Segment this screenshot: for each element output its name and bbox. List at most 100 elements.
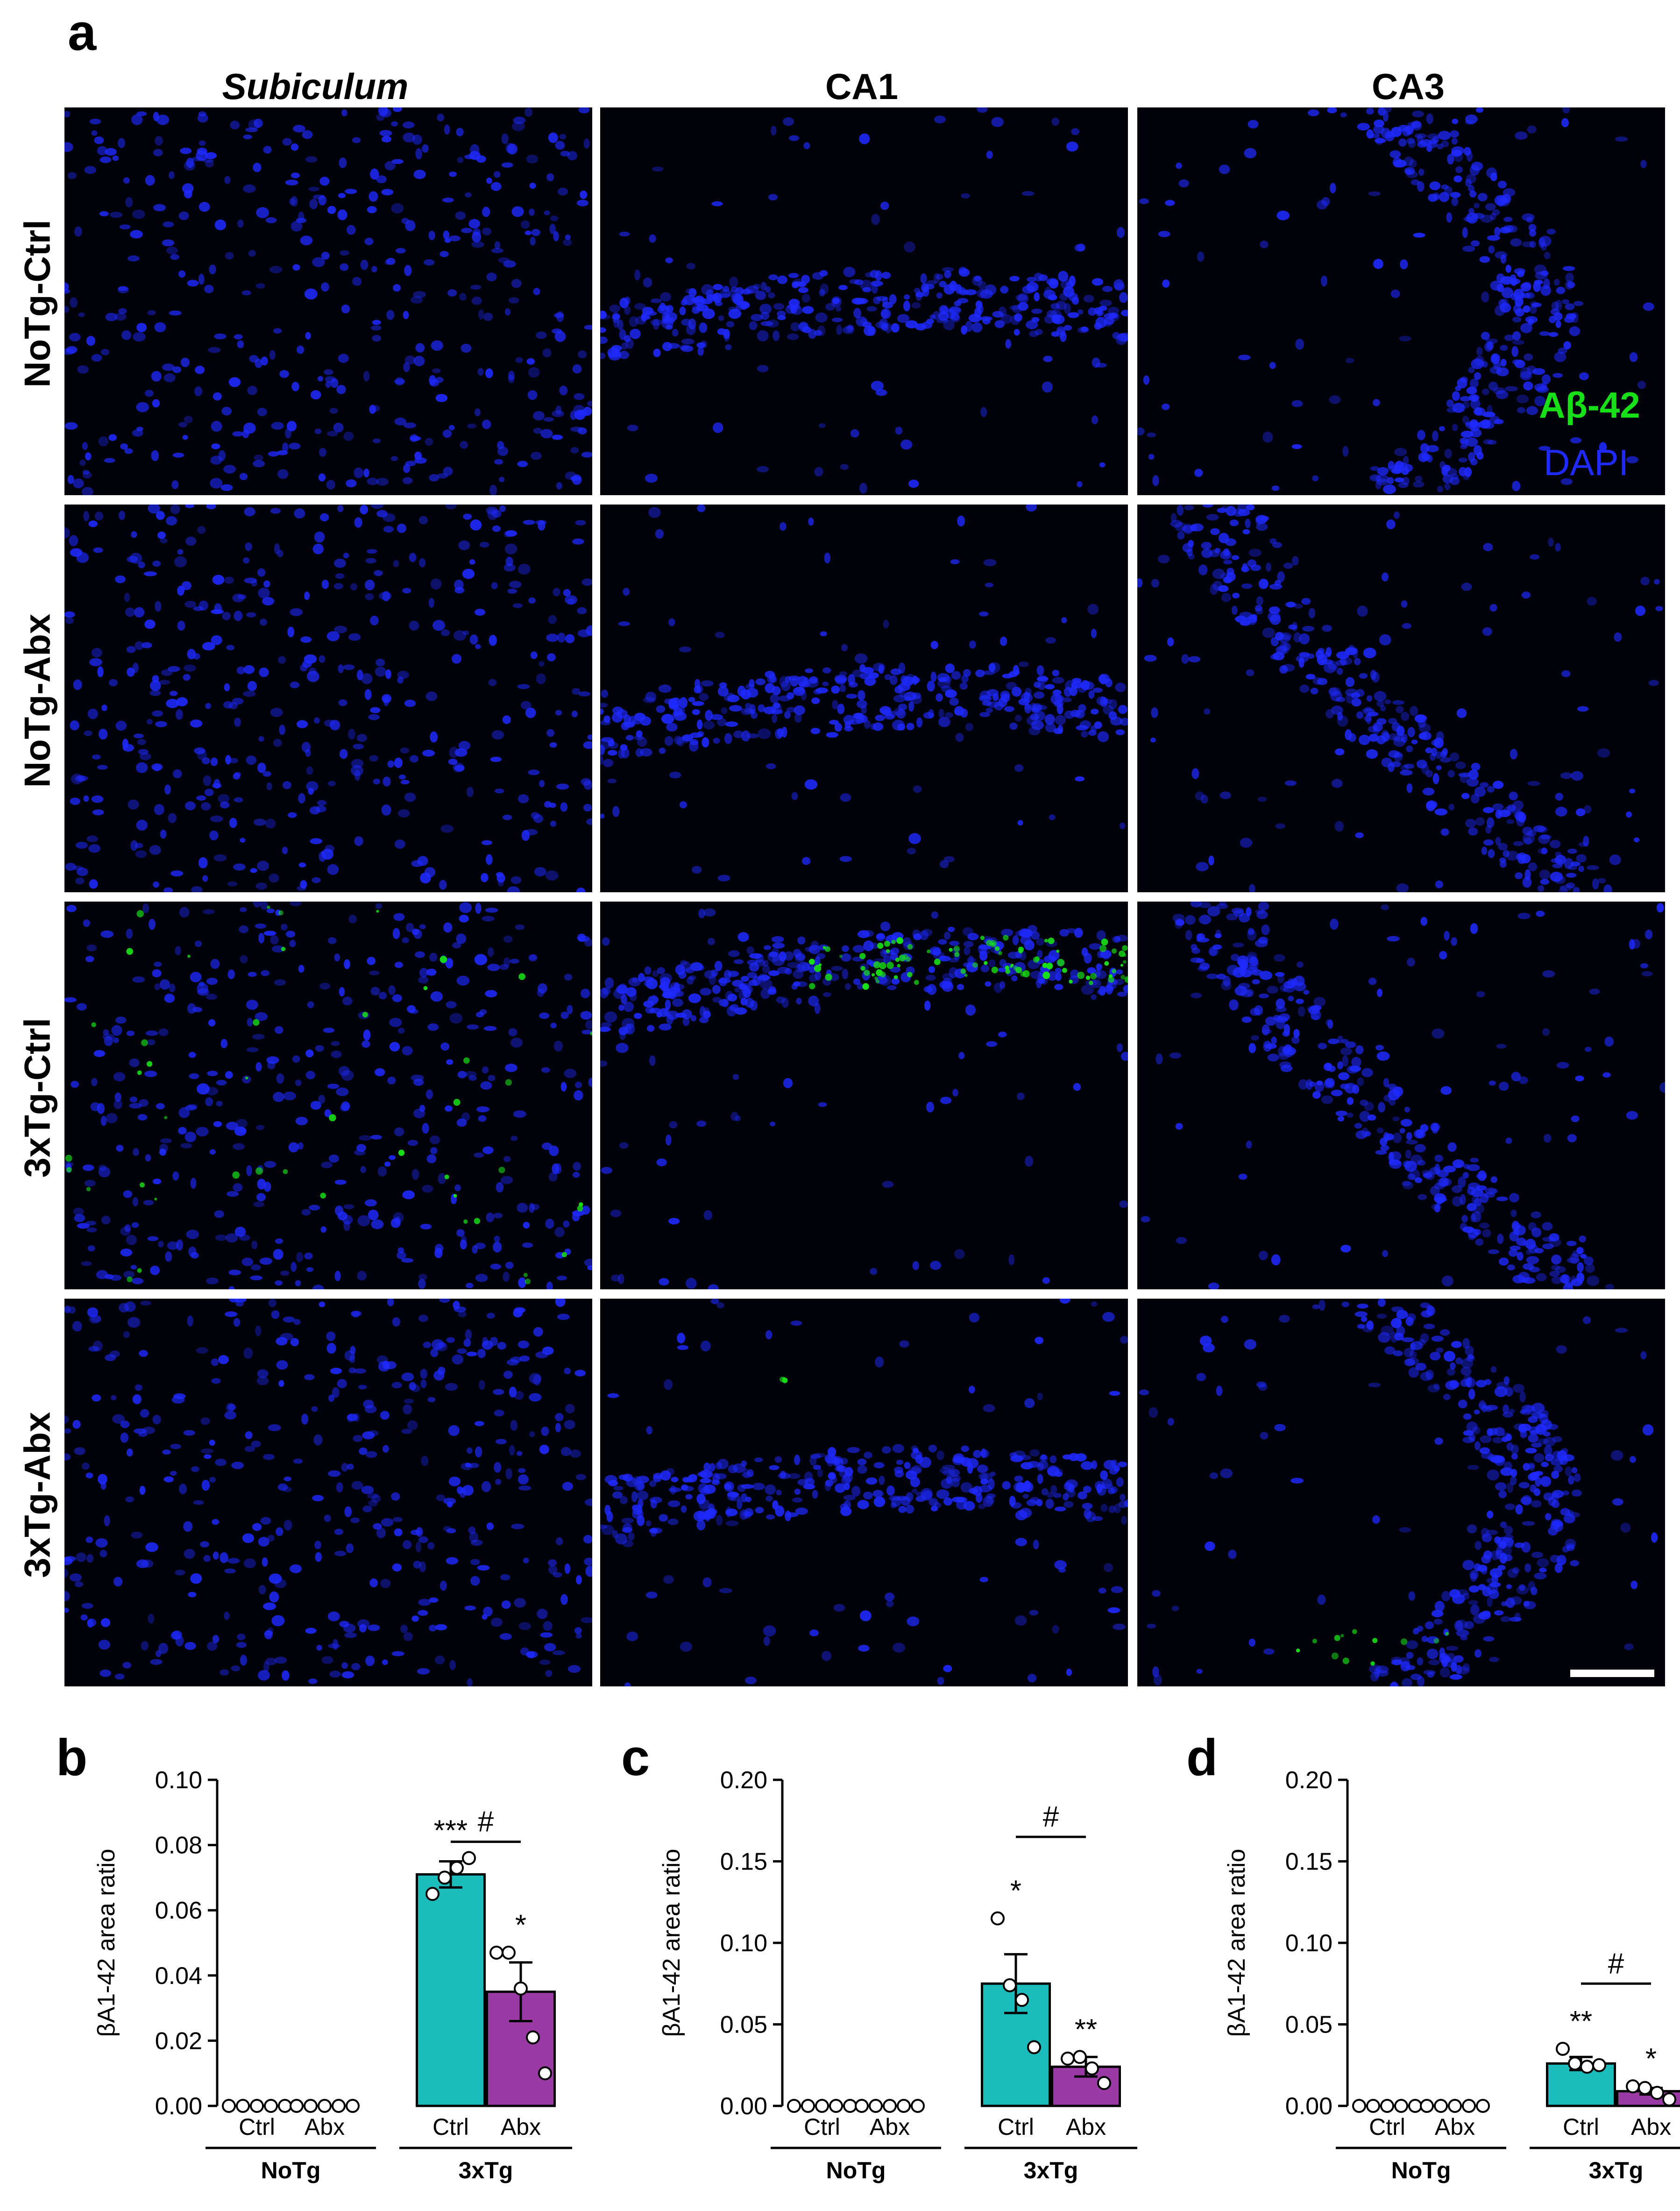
micrograph-3xtg-abx-ca3 xyxy=(1137,1299,1665,1686)
data-point xyxy=(1016,1994,1028,2006)
data-point xyxy=(515,1983,527,1995)
data-point xyxy=(898,2100,910,2112)
data-point xyxy=(305,2100,317,2112)
data-point xyxy=(1086,2062,1098,2075)
data-point xyxy=(347,2100,359,2112)
data-point xyxy=(1028,2041,1040,2053)
data-point xyxy=(1627,2080,1639,2092)
data-point xyxy=(463,1852,475,1864)
x-category-label: Ctrl xyxy=(1369,2114,1405,2140)
y-tick-label: 0.15 xyxy=(1285,1848,1333,1876)
y-tick-label: 0.05 xyxy=(1285,2012,1333,2039)
data-point xyxy=(1581,2061,1593,2073)
y-tick-label: 0.10 xyxy=(1285,1930,1333,1957)
data-point xyxy=(1639,2082,1651,2094)
x-category-label: Abx xyxy=(1435,2114,1475,2140)
data-point xyxy=(788,2100,800,2112)
data-point xyxy=(816,2100,828,2112)
x-category-label: Abx xyxy=(501,2114,541,2140)
data-point xyxy=(1381,2100,1393,2112)
y-tick-label: 0.20 xyxy=(1285,1767,1333,1794)
data-point xyxy=(291,2100,303,2112)
data-point xyxy=(1353,2100,1365,2112)
bar-ctrl-3xtg xyxy=(417,1874,485,2106)
y-tick-label: 0.00 xyxy=(1285,2093,1333,2120)
micrograph-3xtg-ctrl-subiculum xyxy=(64,902,592,1289)
micrograph-3xtg-ctrl-ca1 xyxy=(600,902,1128,1289)
data-point xyxy=(1435,2100,1447,2112)
data-point xyxy=(1651,2087,1663,2099)
x-category-label: Ctrl xyxy=(804,2114,840,2140)
data-point xyxy=(1074,2051,1086,2063)
data-point xyxy=(1098,2077,1110,2089)
chart-b: b βA1-42 area ratio 0.00 0.02 0.04 0.06 0.08 0.… xyxy=(0,1728,551,2209)
x-category-label: Abx xyxy=(870,2114,910,2140)
bracket-label: # xyxy=(1608,1948,1624,1980)
data-point xyxy=(884,2100,896,2112)
data-point xyxy=(426,1888,439,1900)
data-point xyxy=(1463,2100,1475,2112)
x-category-label: Ctrl xyxy=(432,2114,469,2140)
micrograph-notg-ctrl-ca3 xyxy=(1137,107,1665,495)
scale-bar xyxy=(1570,1670,1654,1677)
y-tick-label: 0.10 xyxy=(720,1930,767,1957)
data-point xyxy=(265,2100,277,2112)
data-point xyxy=(802,2100,814,2112)
micrograph-notg-ctrl-subiculum xyxy=(64,107,592,495)
micrograph-3xtg-ctrl-ca3 xyxy=(1137,902,1665,1289)
bracket-label: # xyxy=(1043,1801,1059,1833)
x-category-label: Abx xyxy=(1066,2114,1106,2140)
data-point xyxy=(1004,1979,1016,1991)
panel-a-letter: a xyxy=(68,7,96,58)
y-tick-label: 0.08 xyxy=(155,1832,202,1859)
significance-marker: * xyxy=(1645,2043,1657,2075)
y-tick-label: 0.06 xyxy=(155,1897,202,1924)
data-point xyxy=(856,2100,868,2112)
significance-marker: ** xyxy=(1075,2013,1097,2046)
micrograph-notg-ctrl-ca1 xyxy=(600,107,1128,495)
data-point xyxy=(279,2100,291,2112)
data-point xyxy=(1421,2100,1433,2112)
data-point xyxy=(830,2100,842,2112)
x-category-label: Abx xyxy=(1631,2114,1671,2140)
y-axis-label: βA1-42 area ratio xyxy=(658,1849,685,2037)
y-tick-label: 0.10 xyxy=(155,1767,202,1794)
y-tick-label: 0.05 xyxy=(720,2012,767,2039)
data-point xyxy=(223,2100,235,2112)
data-point xyxy=(1557,2043,1569,2055)
y-tick-label: 0.04 xyxy=(155,1962,202,1990)
micrograph-notg-abx-ca3 xyxy=(1137,505,1665,892)
data-point xyxy=(490,1947,503,1959)
data-point xyxy=(1367,2100,1379,2112)
panel-letter-b: b xyxy=(56,1729,87,1786)
micrograph-notg-abx-ca1 xyxy=(600,505,1128,892)
y-axis-label: βA1-42 area ratio xyxy=(1223,1849,1250,2037)
data-point xyxy=(912,2100,924,2112)
column-title-ca1: CA1 xyxy=(598,65,1126,108)
data-point xyxy=(451,1862,463,1874)
y-tick-label: 0.00 xyxy=(155,2093,202,2120)
legend-abeta42: Aβ-42 xyxy=(1539,384,1640,427)
data-point xyxy=(237,2100,249,2112)
data-point xyxy=(870,2100,882,2112)
group-label-3xtg: 3xTg xyxy=(1024,2157,1078,2183)
y-tick-label: 0.02 xyxy=(155,2027,202,2055)
y-axis-label: βA1-42 area ratio xyxy=(93,1849,120,2037)
data-point xyxy=(539,2067,551,2079)
micrograph-notg-abx-subiculum xyxy=(64,505,592,892)
micrograph-3xtg-abx-subiculum xyxy=(64,1299,592,1686)
x-category-label: Abx xyxy=(305,2114,345,2140)
group-label-notg: NoTg xyxy=(261,2157,321,2183)
data-point xyxy=(1395,2100,1407,2112)
x-category-label: Ctrl xyxy=(998,2114,1034,2140)
data-point xyxy=(251,2100,263,2112)
column-title-ca3: CA3 xyxy=(1144,65,1672,108)
significance-marker: ** xyxy=(1570,2005,1592,2038)
x-category-label: Ctrl xyxy=(239,2114,275,2140)
micrograph-3xtg-abx-ca1 xyxy=(600,1299,1128,1686)
panel-letter-c: c xyxy=(621,1729,650,1786)
group-label-notg: NoTg xyxy=(1391,2157,1451,2183)
data-point xyxy=(319,2100,331,2112)
